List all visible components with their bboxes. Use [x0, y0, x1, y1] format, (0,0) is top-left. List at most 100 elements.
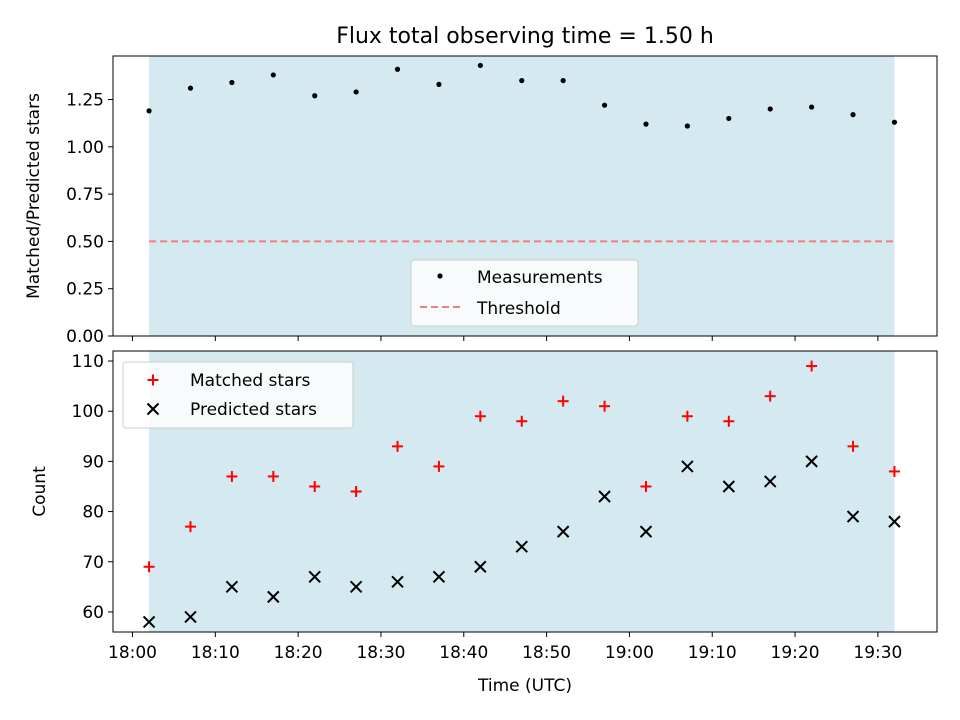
- matched-stars-point: [516, 415, 528, 427]
- predicted-stars-point: [846, 510, 860, 523]
- x-stroke-b: [598, 490, 611, 503]
- bottom-y-tick-label: 60: [82, 603, 104, 623]
- matched-stars-point: [599, 400, 611, 412]
- x-tick-label: 18:30: [356, 643, 405, 663]
- predicted-stars-point: [888, 515, 901, 528]
- legend-threshold-label: Threshold: [476, 299, 561, 319]
- x-tick-label: 18:20: [274, 643, 323, 663]
- bottom-legend: Matched stars Predicted stars: [122, 361, 354, 429]
- x-tick-label: 18:40: [439, 643, 488, 663]
- matched-stars-point: [226, 470, 238, 482]
- measurement-point: [726, 115, 732, 122]
- x-stroke-b: [888, 515, 901, 528]
- measurement-point: [187, 85, 194, 91]
- legend-x-glyph: [146, 402, 160, 416]
- bottom-y-axis-label: Count: [30, 466, 50, 517]
- predicted-stars-point: [267, 590, 280, 604]
- top-legend-box: [410, 259, 639, 327]
- x-stroke-b: [146, 402, 160, 416]
- measurement-point: [436, 81, 442, 87]
- legend-matched-label: Matched stars: [190, 371, 310, 391]
- matched-stars-point: [847, 440, 859, 452]
- matched-stars-point: [309, 480, 321, 492]
- top-x-ticks: [132, 336, 879, 341]
- legend-measurements-label: Measurements: [477, 268, 603, 288]
- bottom-y-tick-label: 90: [82, 452, 104, 472]
- x-stroke-b: [142, 615, 156, 629]
- legend-plus-glyph: [147, 374, 159, 386]
- top-y-tick-label: 0.25: [66, 280, 104, 300]
- predicted-stars-point: [515, 540, 528, 553]
- top-y-axis-label: Matched/Predicted stars: [24, 93, 44, 299]
- top-axes-frame: [112, 55, 938, 337]
- measurement-point: [519, 77, 525, 84]
- predicted-stars-point: [225, 580, 239, 594]
- predicted-stars-point: [308, 570, 321, 584]
- x-tick-label: 19:10: [688, 643, 737, 663]
- predicted-stars-point: [184, 610, 197, 624]
- measurement-point: [684, 123, 690, 129]
- top-y-tick-label: 0.75: [66, 185, 104, 205]
- x-axis-label: Time (UTC): [477, 676, 572, 696]
- predicted-stars-point: [349, 580, 363, 594]
- bottom-y-tick-label: 80: [82, 503, 104, 523]
- measurement-point: [312, 93, 318, 99]
- measurement-point: [477, 62, 483, 69]
- x-stroke-b: [267, 590, 280, 604]
- matched-stars-point: [640, 480, 652, 492]
- top-legend: Measurements Threshold: [410, 259, 639, 327]
- x-stroke-b: [349, 580, 363, 594]
- legend-predicted-label: Predicted stars: [190, 400, 317, 420]
- measurement-point: [601, 102, 608, 108]
- x-tick-label: 19:00: [605, 643, 654, 663]
- x-tick-label: 18:10: [191, 643, 240, 663]
- predicted-stars-point: [805, 455, 818, 468]
- x-tick-label: 18:50: [522, 643, 571, 663]
- matched-stars-point: [433, 460, 445, 472]
- predicted-stars-point: [391, 575, 404, 589]
- bottom-legend-box: [122, 361, 354, 429]
- x-stroke-b: [184, 610, 197, 624]
- measurement-point: [891, 119, 898, 125]
- x-stroke-b: [515, 540, 528, 553]
- matched-stars-point: [557, 395, 569, 407]
- measurement-point: [229, 79, 235, 86]
- predicted-stars-point: [598, 490, 611, 503]
- x-tick-label: 18:00: [108, 643, 157, 663]
- x-tick-label: 19:20: [771, 643, 820, 663]
- matched-stars-point: [184, 521, 196, 533]
- legend-matched-marker: [147, 374, 159, 386]
- matched-stars-point: [267, 470, 279, 482]
- x-tick-label: 19:30: [853, 643, 902, 663]
- matched-stars-point: [350, 486, 362, 497]
- bottom-y-tick-label: 110: [72, 352, 104, 372]
- matched-stars-point: [764, 390, 776, 402]
- predicted-stars-point: [722, 480, 736, 493]
- predicted-stars-point: [681, 460, 694, 473]
- measurement-point: [270, 72, 276, 78]
- matched-stars-point: [392, 440, 404, 452]
- x-stroke-b: [225, 580, 239, 594]
- measurement-point: [560, 77, 566, 84]
- measurement-point: [850, 112, 856, 118]
- bottom-y-tick-label: 70: [82, 553, 104, 573]
- top-y-tick-label: 0.50: [66, 232, 104, 252]
- measurement-point: [146, 108, 152, 114]
- measurement-point: [809, 104, 815, 110]
- measurement-point: [767, 106, 773, 112]
- predicted-stars-point: [639, 525, 653, 538]
- chart-title: Flux total observing time = 1.50 h: [336, 24, 714, 49]
- bottom-axes-frame: [112, 350, 938, 633]
- x-stroke-b: [681, 460, 694, 473]
- x-stroke-b: [432, 570, 446, 584]
- predicted-stars-point: [142, 615, 156, 629]
- x-stroke-b: [846, 510, 860, 523]
- predicted-stars-point: [556, 525, 570, 538]
- legend-measurements-marker: [437, 273, 443, 279]
- matched-stars-series: [143, 360, 900, 573]
- measurement-point: [643, 121, 649, 127]
- matched-stars-point: [806, 360, 818, 372]
- predicted-stars-point: [764, 475, 777, 488]
- matched-stars-point: [474, 410, 486, 422]
- top-y-tick-label: 1.00: [66, 138, 104, 158]
